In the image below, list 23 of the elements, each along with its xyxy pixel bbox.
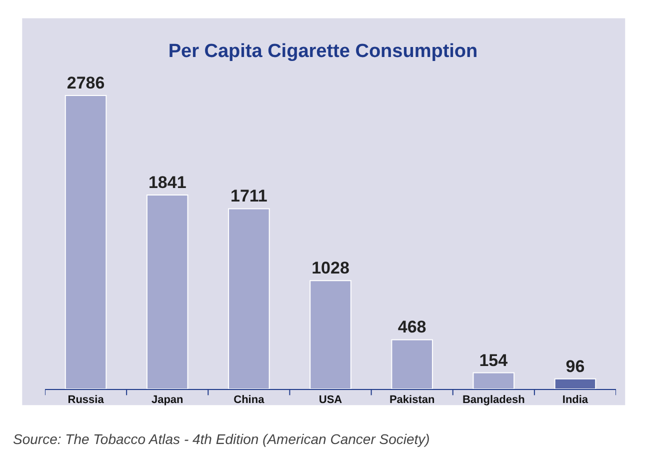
bar: [391, 339, 433, 389]
chart-title: Per Capita Cigarette Consumption: [168, 40, 478, 62]
x-tick-label: Bangladesh: [462, 394, 526, 406]
data-label: 96: [566, 356, 585, 376]
data-label: 1028: [312, 258, 350, 278]
x-tick-label: China: [234, 394, 266, 406]
data-label: 2786: [66, 73, 105, 92]
x-tick-label: Russia: [68, 394, 105, 406]
bar: [64, 94, 107, 389]
data-label: 1711: [230, 186, 268, 206]
bar: [228, 208, 270, 389]
x-tick-label: Japan: [151, 394, 184, 406]
bar: [472, 372, 515, 389]
data-label: 1841: [148, 173, 186, 192]
data-label: 468: [398, 318, 426, 337]
data-label: 154: [479, 350, 508, 370]
x-tick-label: Pakistan: [389, 394, 435, 406]
bar: [146, 194, 188, 389]
source-note: Source: The Tobacco Atlas - 4th Edition (American Cancer Society): [13, 431, 430, 447]
x-tick-label: India: [562, 394, 589, 406]
x-tick-label: USA: [318, 394, 342, 406]
bar: [310, 280, 352, 389]
bar: [554, 378, 596, 389]
